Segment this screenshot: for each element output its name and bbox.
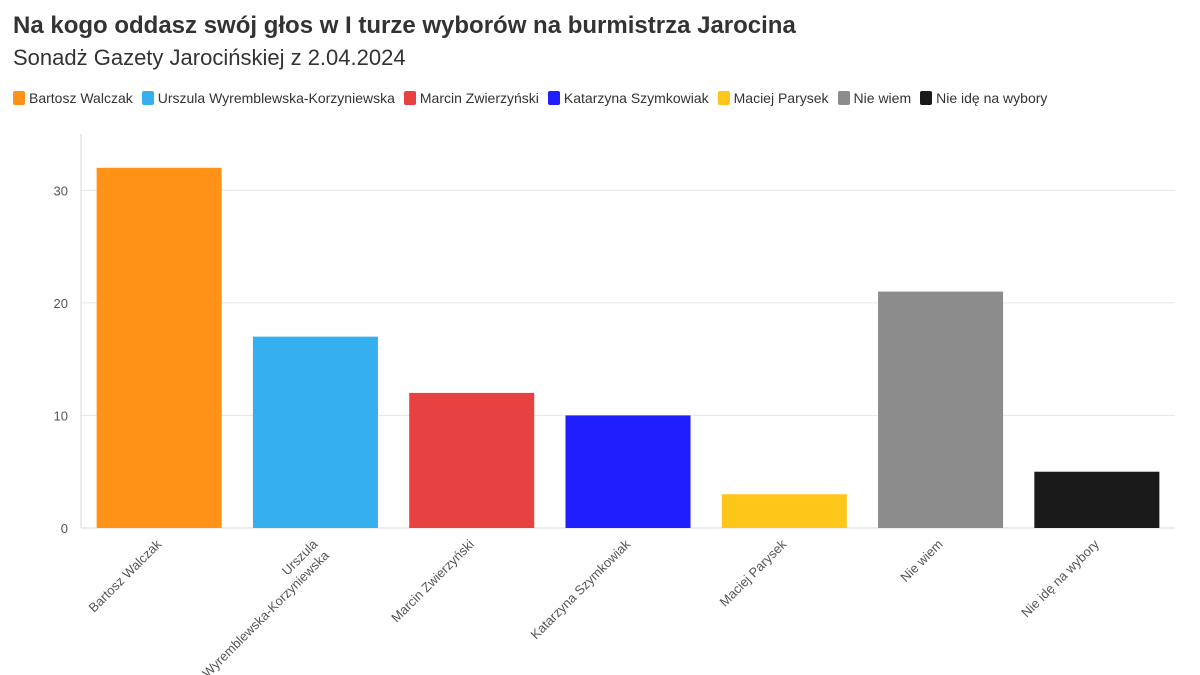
legend-swatch: [141, 91, 154, 105]
legend-item[interactable]: Katarzyna Szymkowiak: [547, 90, 709, 106]
bar[interactable]: [252, 336, 378, 528]
bar[interactable]: [878, 291, 1004, 528]
y-tick-label: 10: [54, 408, 68, 423]
legend-item[interactable]: Maciej Parysek: [717, 90, 829, 106]
bar[interactable]: [565, 415, 691, 528]
legend-swatch: [13, 91, 25, 105]
legend-label: Nie wiem: [853, 90, 912, 106]
x-category-label: Bartosz Walczak: [86, 536, 165, 615]
legend-label: Nie idę na wybory: [936, 90, 1048, 106]
x-category-label: UrszulaWyremblewska-Korzyniewska: [188, 536, 332, 675]
bar[interactable]: [409, 392, 535, 528]
legend-label: Marcin Zwierzyński: [419, 90, 539, 106]
legend-item[interactable]: Marcin Zwierzyński: [403, 90, 539, 106]
x-category-label: Nie idę na wybory: [1018, 536, 1102, 620]
legend-label: Maciej Parysek: [733, 90, 829, 106]
chart-subtitle: Sonadż Gazety Jarocińskiej z 2.04.2024: [13, 45, 406, 70]
x-category-label: Marcin Zwierzyński: [388, 536, 477, 625]
x-category-label: Katarzyna Szymkowiak: [527, 536, 633, 642]
x-category-label: Nie wiem: [897, 537, 945, 585]
bar[interactable]: [96, 167, 222, 528]
bar[interactable]: [721, 494, 847, 528]
legend-swatch: [837, 91, 850, 105]
legend: Bartosz Walczak Urszula Wyremblewska-Korz…: [13, 90, 1056, 106]
legend-swatch: [920, 91, 933, 105]
legend-swatch: [403, 91, 416, 105]
legend-item[interactable]: Nie idę na wybory: [920, 90, 1047, 106]
legend-swatch: [547, 91, 560, 105]
y-tick-label: 30: [54, 183, 68, 198]
legend-swatch: [717, 91, 730, 105]
y-tick-label: 20: [54, 296, 68, 311]
legend-item[interactable]: Urszula Wyremblewska-Korzyniewska: [141, 90, 395, 106]
legend-item[interactable]: Bartosz Walczak: [13, 90, 133, 106]
y-tick-label: 0: [61, 521, 68, 536]
x-category-label: Maciej Parysek: [716, 536, 789, 609]
chart-title: Na kogo oddasz swój głos w I turze wybor…: [13, 12, 796, 39]
legend-label: Bartosz Walczak: [29, 90, 133, 106]
legend-label: Katarzyna Szymkowiak: [563, 90, 709, 106]
bar[interactable]: [1034, 471, 1160, 528]
legend-label: Urszula Wyremblewska-Korzyniewska: [157, 90, 395, 106]
legend-item[interactable]: Nie wiem: [837, 90, 912, 106]
